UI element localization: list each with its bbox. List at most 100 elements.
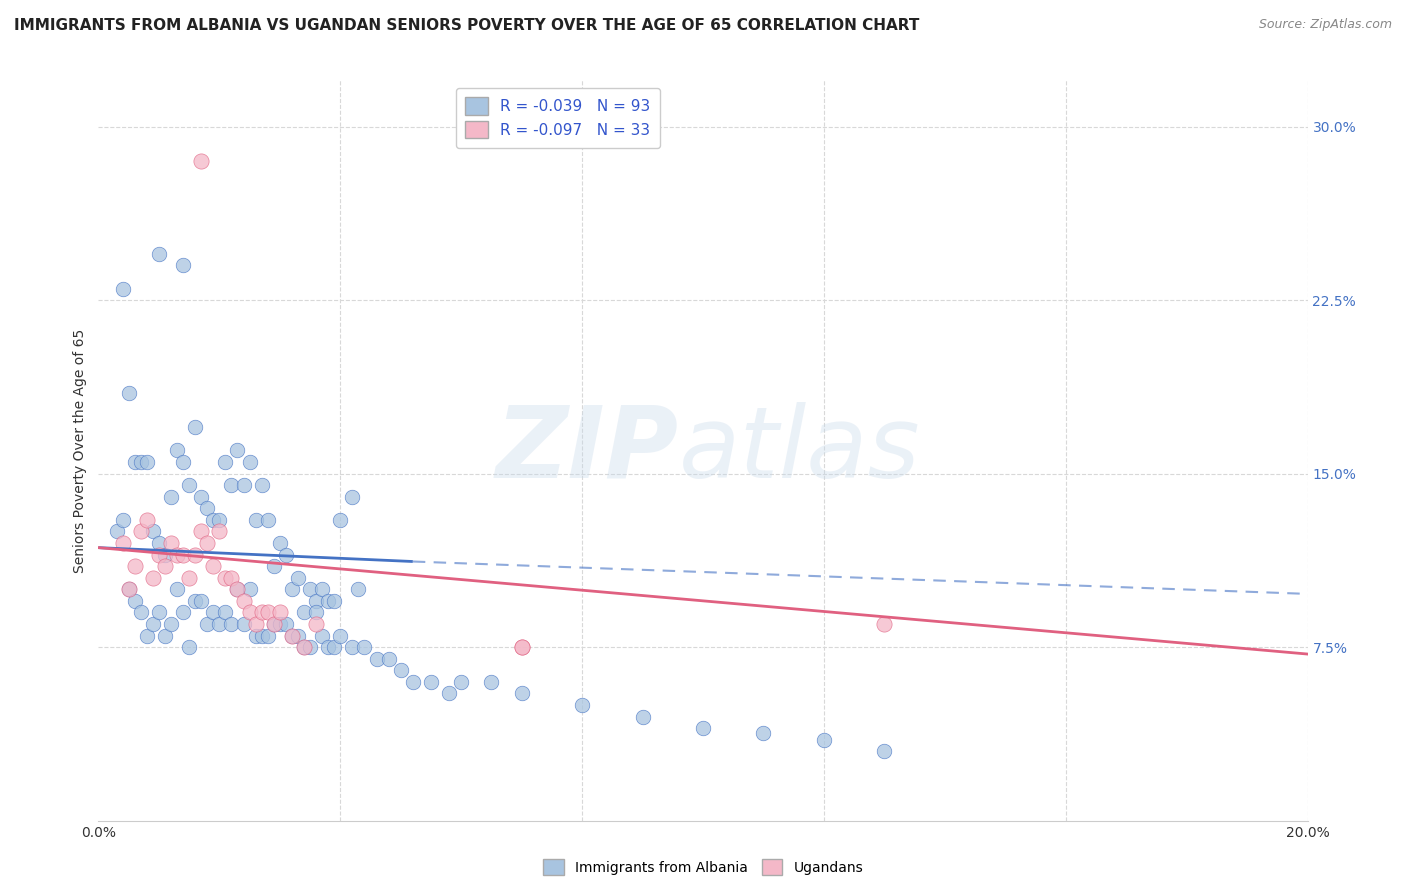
Point: [366, 651, 388, 665]
Point: [214, 455, 236, 469]
Point: [299, 582, 322, 597]
Point: [208, 617, 231, 632]
Point: [153, 628, 176, 642]
Point: [250, 478, 273, 492]
Point: [111, 536, 134, 550]
Point: [281, 628, 304, 642]
Point: [481, 674, 503, 689]
Point: [172, 606, 194, 620]
Point: [450, 674, 472, 689]
Point: [111, 513, 134, 527]
Point: [179, 571, 201, 585]
Point: [316, 594, 339, 608]
Text: atlas: atlas: [679, 402, 921, 499]
Point: [153, 548, 176, 562]
Point: [269, 536, 291, 550]
Point: [232, 478, 254, 492]
Point: [221, 617, 243, 632]
Point: [305, 594, 328, 608]
Point: [160, 536, 183, 550]
Point: [239, 455, 262, 469]
Point: [172, 455, 194, 469]
Point: [184, 594, 207, 608]
Point: [124, 559, 146, 574]
Point: [256, 628, 278, 642]
Point: [256, 513, 278, 527]
Point: [221, 571, 243, 585]
Point: [184, 420, 207, 434]
Point: [316, 640, 339, 654]
Point: [142, 617, 165, 632]
Point: [342, 490, 364, 504]
Point: [226, 582, 249, 597]
Point: [377, 651, 399, 665]
Point: [245, 628, 267, 642]
Point: [195, 501, 218, 516]
Point: [263, 559, 285, 574]
Point: [692, 721, 714, 735]
Point: [311, 582, 333, 597]
Point: [202, 513, 225, 527]
Legend: R = -0.039   N = 93, R = -0.097   N = 33: R = -0.039 N = 93, R = -0.097 N = 33: [456, 88, 659, 148]
Point: [148, 536, 170, 550]
Point: [129, 606, 152, 620]
Point: [135, 628, 157, 642]
Point: [239, 582, 262, 597]
Point: [184, 548, 207, 562]
Point: [118, 582, 141, 597]
Point: [214, 606, 236, 620]
Point: [190, 490, 212, 504]
Point: [873, 617, 896, 632]
Point: [148, 548, 170, 562]
Point: [420, 674, 443, 689]
Point: [752, 725, 775, 739]
Point: [124, 455, 146, 469]
Point: [153, 559, 176, 574]
Point: [245, 513, 267, 527]
Point: [208, 513, 231, 527]
Point: [166, 548, 188, 562]
Point: [329, 513, 352, 527]
Point: [142, 571, 165, 585]
Point: [226, 582, 249, 597]
Point: [148, 606, 170, 620]
Point: [299, 640, 322, 654]
Point: [292, 640, 315, 654]
Point: [179, 478, 201, 492]
Text: ZIP: ZIP: [496, 402, 679, 499]
Text: IMMIGRANTS FROM ALBANIA VS UGANDAN SENIORS POVERTY OVER THE AGE OF 65 CORRELATIO: IMMIGRANTS FROM ALBANIA VS UGANDAN SENIO…: [14, 18, 920, 33]
Point: [118, 582, 141, 597]
Point: [232, 617, 254, 632]
Point: [142, 524, 165, 539]
Point: [245, 617, 267, 632]
Point: [179, 640, 201, 654]
Point: [202, 559, 225, 574]
Point: [214, 571, 236, 585]
Point: [135, 513, 157, 527]
Point: [202, 606, 225, 620]
Point: [105, 524, 128, 539]
Point: [232, 594, 254, 608]
Point: [873, 744, 896, 758]
Point: [631, 709, 654, 723]
Point: [389, 663, 412, 677]
Point: [292, 640, 315, 654]
Point: [281, 582, 304, 597]
Point: [263, 617, 285, 632]
Point: [402, 674, 425, 689]
Point: [311, 628, 333, 642]
Point: [221, 478, 243, 492]
Point: [287, 628, 309, 642]
Point: [160, 617, 183, 632]
Point: [250, 606, 273, 620]
Point: [190, 594, 212, 608]
Point: [571, 698, 593, 712]
Point: [305, 606, 328, 620]
Point: [250, 628, 273, 642]
Point: [274, 548, 297, 562]
Point: [208, 524, 231, 539]
Point: [292, 606, 315, 620]
Point: [166, 582, 188, 597]
Point: [813, 732, 835, 747]
Point: [190, 154, 212, 169]
